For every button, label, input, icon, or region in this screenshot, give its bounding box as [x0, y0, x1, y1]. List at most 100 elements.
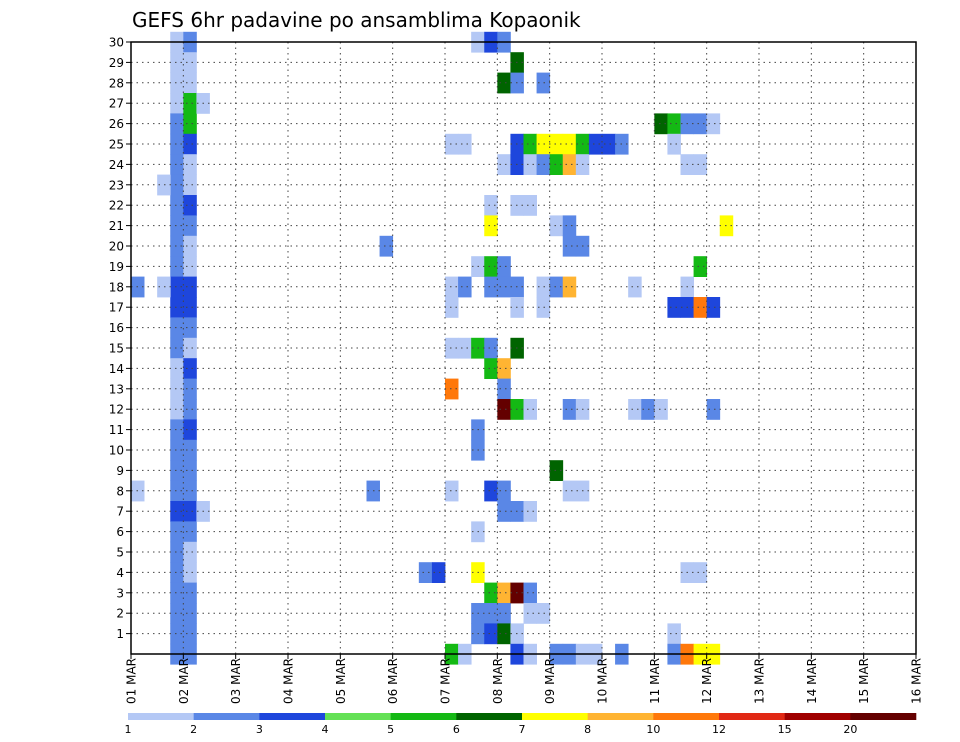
- heatmap-cell: [183, 113, 197, 135]
- colorbar-swatch: [850, 713, 917, 720]
- heatmap-cell: [523, 501, 537, 522]
- x-tick-label: 02 MAR: [177, 658, 191, 704]
- heatmap-cell: [497, 623, 511, 645]
- heatmap-cell: [484, 276, 498, 298]
- heatmap-cell: [445, 133, 459, 155]
- heatmap-cell: [523, 399, 537, 420]
- heatmap-cell: [183, 358, 197, 379]
- y-tick-label: 28: [109, 76, 124, 90]
- heatmap-cell: [706, 399, 721, 420]
- heatmap-cell: [458, 337, 472, 359]
- heatmap-cell: [549, 215, 564, 237]
- chart-title: GEFS 6hr padavine po ansamblima Kopaonik: [132, 8, 581, 32]
- heatmap-cell: [183, 276, 197, 298]
- heatmap-cell: [170, 215, 184, 237]
- y-tick-label: 30: [109, 36, 124, 50]
- heatmap-cell: [484, 603, 498, 624]
- colorbar: 1 2 3 4 5 6 7 8 10 12 15 20: [125, 713, 917, 736]
- heatmap-cell: [562, 235, 577, 257]
- heatmap-cell: [588, 133, 603, 155]
- heatmap-cell: [654, 399, 668, 420]
- heatmap-cell: [183, 562, 197, 583]
- y-tick-label: 4: [116, 566, 124, 580]
- y-tick-label: 16: [109, 321, 124, 335]
- y-tick-label: 12: [109, 403, 124, 417]
- heatmap-cell: [523, 154, 537, 175]
- heatmap-cell: [628, 276, 642, 298]
- heatmap-cell: [706, 113, 721, 135]
- heatmap-cell: [170, 133, 184, 155]
- heatmap-cell: [536, 154, 551, 175]
- colorbar-label: 15: [778, 723, 792, 736]
- y-tick-label: 29: [109, 56, 124, 70]
- x-tick-label: 07 MAR: [439, 658, 453, 704]
- y-tick-label: 17: [109, 301, 124, 315]
- heatmap-cell: [170, 399, 184, 420]
- x-tick-label: 03 MAR: [229, 658, 243, 704]
- heatmap-cell: [602, 133, 616, 155]
- heatmap-cell: [523, 582, 537, 604]
- colorbar-swatch: [325, 713, 391, 720]
- heatmap-cell: [183, 501, 197, 522]
- colorbar-swatch: [653, 713, 720, 720]
- heatmap-cell: [458, 133, 472, 155]
- y-tick-label: 19: [109, 260, 124, 274]
- heatmap-cell: [183, 133, 197, 155]
- y-tick-label: 9: [116, 464, 124, 478]
- heatmap-cell: [693, 113, 708, 135]
- heatmap-cell: [523, 133, 537, 155]
- heatmap-cell: [536, 72, 551, 94]
- heatmap-cell: [170, 501, 184, 522]
- x-tick-label: 14 MAR: [805, 658, 819, 704]
- heatmap-cell: [170, 562, 184, 583]
- y-tick-label: 27: [109, 97, 124, 111]
- y-tick-label: 5: [116, 546, 124, 560]
- colorbar-swatch: [719, 713, 785, 720]
- heatmap-cell: [445, 276, 459, 298]
- heatmap-cell: [170, 317, 184, 339]
- heatmap-cell: [170, 195, 184, 216]
- heatmap-cell: [536, 603, 551, 624]
- heatmap-cell: [183, 623, 197, 645]
- heatmap-cell: [497, 256, 511, 277]
- colorbar-label: 7: [519, 723, 526, 736]
- colorbar-label: 8: [584, 723, 591, 736]
- colorbar-swatch: [390, 713, 457, 720]
- y-tick-label: 26: [109, 117, 124, 131]
- heatmap-cell: [497, 480, 511, 502]
- heatmap-cell: [170, 419, 184, 441]
- heatmap-cell: [170, 582, 184, 604]
- heatmap-cell: [484, 195, 498, 216]
- y-tick-label: 20: [109, 240, 124, 254]
- heatmap-cell: [157, 174, 171, 196]
- y-tick-label: 1: [116, 627, 124, 641]
- heatmap-cell: [549, 460, 564, 481]
- y-tick-label: 15: [109, 342, 124, 356]
- heatmap-cell: [562, 276, 577, 298]
- heatmap-cell: [183, 521, 197, 543]
- x-tick-label: 15 MAR: [857, 658, 871, 704]
- heatmap-cell: [170, 256, 184, 277]
- heatmap-cell: [157, 276, 171, 298]
- heatmap-cell: [562, 133, 577, 155]
- heatmap-cell: [183, 72, 197, 94]
- heatmap-cell: [497, 582, 511, 604]
- heatmap-cell: [484, 623, 498, 645]
- heatmap-cell: [445, 297, 459, 318]
- heatmap-cell: [667, 113, 681, 135]
- colorbar-swatch: [784, 713, 851, 720]
- heatmap-cell: [693, 256, 708, 277]
- y-tick-label: 24: [109, 158, 124, 172]
- y-tick-label: 6: [116, 525, 124, 539]
- heatmap-cell: [183, 317, 197, 339]
- x-tick-label: 09 MAR: [543, 658, 557, 704]
- heatmap-cell: [484, 337, 498, 359]
- heatmap-cell: [183, 52, 197, 73]
- heatmap-cell: [183, 174, 197, 196]
- heatmap-cell: [170, 174, 184, 196]
- heatmap-cell: [549, 276, 564, 298]
- heatmap-cell: [170, 480, 184, 502]
- heatmap-cell: [445, 480, 459, 502]
- colorbar-label: 12: [712, 723, 726, 736]
